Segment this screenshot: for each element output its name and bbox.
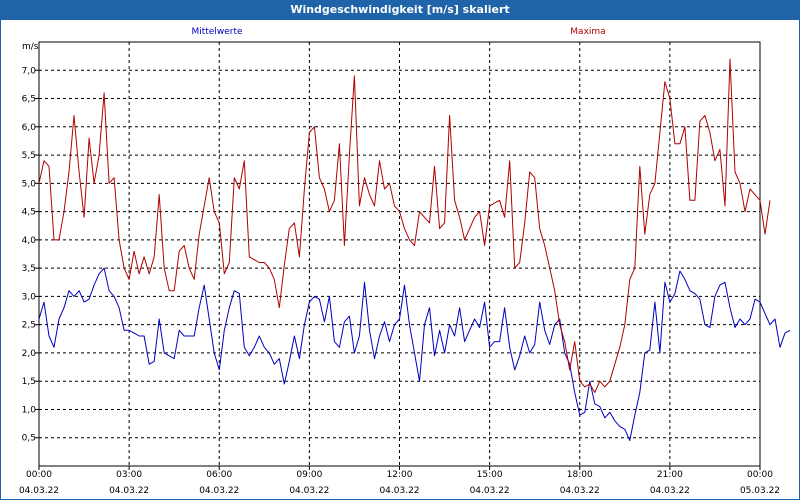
data-series — [38, 58, 791, 442]
y-tick-label: 5,5 — [22, 151, 36, 161]
y-tick-label: 6,5 — [22, 95, 36, 105]
y-tick-label: 2,0 — [22, 349, 37, 359]
y-tick-label: 1,0 — [22, 405, 37, 415]
y-axis-label: m/s — [22, 42, 39, 52]
x-tick-time: 15:00 — [477, 470, 503, 480]
y-tick-label: 4,5 — [22, 208, 36, 218]
y-tick-label: 3,0 — [22, 292, 37, 302]
x-tick-time: 12:00 — [387, 470, 413, 480]
x-tick-time: 00:00 — [26, 470, 52, 480]
legend-maxima: Maxima — [570, 27, 605, 37]
x-tick-time: 21:00 — [657, 470, 683, 480]
x-tick-date: 04.03.22 — [199, 486, 239, 496]
x-tick-time: 09:00 — [296, 470, 322, 480]
y-axis-ticks: 0,5 1,0 1,5 2,0 2,5 3,0 3,5 4,0 4,5 5,0 5,5 6,0 6,5 7… — [22, 66, 39, 444]
legend-mittelwerte: Mittelwerte — [191, 27, 242, 37]
x-tick-time: 00:00 — [747, 470, 773, 480]
chart-title: Windgeschwindigkeit [m/s] skaliert — [0, 0, 800, 20]
grid-lines — [39, 42, 760, 466]
x-tick-time: 03:00 — [116, 470, 142, 480]
x-tick-date: 04.03.22 — [109, 486, 149, 496]
x-tick-date: 04.03.22 — [560, 486, 600, 496]
x-tick-time: 18:00 — [567, 470, 593, 480]
y-tick-label: 7,0 — [22, 66, 37, 76]
series-line-mittelwerte — [38, 267, 791, 442]
y-tick-label: 1,5 — [22, 377, 36, 387]
y-tick-label: 4,0 — [22, 236, 37, 246]
x-axis-ticks: 00:00 04.03.22 03:00 04.03.22 06:00 04.03.22 0… — [19, 466, 780, 496]
y-tick-label: 0,5 — [22, 434, 36, 444]
x-tick-date: 04.03.22 — [19, 486, 59, 496]
y-tick-label: 2,5 — [22, 321, 36, 331]
series-line-maxima — [38, 58, 771, 393]
x-tick-date: 04.03.22 — [379, 486, 419, 496]
x-tick-date: 04.03.22 — [289, 486, 329, 496]
y-tick-label: 6,0 — [22, 123, 37, 133]
x-tick-time: 06:00 — [206, 470, 232, 480]
x-tick-date: 04.03.22 — [470, 486, 510, 496]
x-tick-date: 05.03.22 — [740, 486, 780, 496]
y-tick-label: 5,0 — [22, 179, 37, 189]
y-tick-label: 3,5 — [22, 264, 36, 274]
x-tick-date: 04.03.22 — [650, 486, 690, 496]
